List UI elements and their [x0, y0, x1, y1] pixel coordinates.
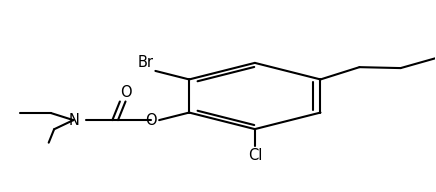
Text: Cl: Cl: [248, 148, 262, 163]
Text: O: O: [120, 85, 131, 100]
Text: Br: Br: [137, 55, 153, 70]
Text: O: O: [145, 113, 157, 128]
Text: N: N: [68, 113, 79, 128]
